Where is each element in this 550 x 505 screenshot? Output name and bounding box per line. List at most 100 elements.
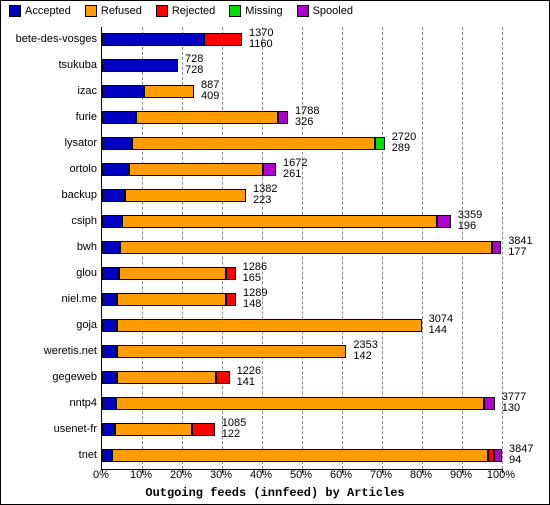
category-label: furie [2, 111, 97, 124]
bar-segment [102, 33, 204, 46]
value-bottom: 141 [237, 377, 261, 388]
chart-container: Accepted Refused Rejected Missing Spooled be… [0, 0, 550, 505]
x-tick-label: 30% [210, 469, 232, 481]
legend-swatch [297, 5, 309, 17]
legend-item: Rejected [156, 5, 215, 17]
value-bottom: 142 [353, 351, 377, 362]
stacked-bar [102, 293, 236, 306]
value-labels: 1788326 [295, 106, 319, 132]
bar-row: bwh3841177 [102, 235, 502, 261]
x-tick-label: 90% [450, 469, 472, 481]
value-labels: 2353142 [353, 340, 377, 366]
bar-segment [226, 293, 236, 306]
bar-segment [102, 59, 178, 72]
bar-segment [278, 111, 288, 124]
category-label: glou [2, 267, 97, 280]
bar-row: goja3074144 [102, 313, 502, 339]
x-axis-title: Outgoing feeds (innfeed) by Articles [1, 486, 549, 500]
bar-segment [375, 137, 385, 150]
bar-segment [102, 111, 136, 124]
bar-segment [102, 449, 112, 462]
value-labels: 384794 [509, 444, 533, 470]
x-tick-label: 20% [170, 469, 192, 481]
legend-item: Accepted [9, 5, 71, 17]
bar-segment [122, 215, 437, 228]
stacked-bar [102, 85, 194, 98]
legend-swatch [85, 5, 97, 17]
category-label: weretis.net [2, 345, 97, 358]
bar-segment [119, 267, 226, 280]
bar-segment [115, 423, 192, 436]
bar-segment [216, 371, 230, 384]
value-bottom: 165 [243, 273, 267, 284]
bar-segment [102, 241, 120, 254]
value-bottom: 130 [502, 403, 526, 414]
stacked-bar [102, 33, 242, 46]
value-labels: 3359196 [458, 210, 482, 236]
bar-segment [117, 345, 347, 358]
category-label: bete-des-vosges [2, 33, 97, 46]
value-labels: 1382223 [253, 184, 277, 210]
category-label: gegeweb [2, 371, 97, 384]
category-label: bwh [2, 241, 97, 254]
bar-segment [437, 215, 451, 228]
bar-segment [102, 397, 116, 410]
bar-segment [102, 267, 119, 280]
bar-row: furie1788326 [102, 105, 502, 131]
bar-segment [102, 423, 115, 436]
x-tick-label: 0% [93, 469, 109, 481]
bar-segment [102, 371, 117, 384]
bar-row: ortolo1672261 [102, 157, 502, 183]
legend-label: Accepted [25, 5, 71, 17]
value-labels: 1286165 [243, 262, 267, 288]
stacked-bar [102, 189, 246, 202]
bar-row: csiph3359196 [102, 209, 502, 235]
stacked-bar [102, 111, 288, 124]
bar-segment [144, 85, 194, 98]
x-tick-label: 80% [410, 469, 432, 481]
bar-row: backup1382223 [102, 183, 502, 209]
value-labels: 1226141 [237, 366, 261, 392]
stacked-bar [102, 59, 178, 72]
value-bottom: 144 [429, 325, 453, 336]
value-bottom: 1160 [249, 39, 273, 50]
bar-segment [488, 449, 495, 462]
bar-row: tsukuba728728 [102, 53, 502, 79]
category-label: tnet [2, 449, 97, 462]
legend-item: Spooled [297, 5, 353, 17]
legend-label: Spooled [313, 5, 353, 17]
legend-item: Refused [85, 5, 142, 17]
bar-row: niel.me1289148 [102, 287, 502, 313]
bar-segment [204, 33, 242, 46]
bar-segment [102, 293, 117, 306]
bar-segment [494, 449, 502, 462]
stacked-bar [102, 319, 422, 332]
stacked-bar [102, 449, 502, 462]
x-tick-label: 50% [290, 469, 312, 481]
bar-segment [102, 189, 125, 202]
bar-segment [226, 267, 236, 280]
bar-segment [492, 241, 501, 254]
stacked-bar [102, 137, 385, 150]
value-bottom: 196 [458, 221, 482, 232]
category-label: ortolo [2, 163, 97, 176]
bar-segment [116, 397, 485, 410]
value-labels: 1672261 [283, 158, 307, 184]
value-labels: 1289148 [243, 288, 267, 314]
x-tick-label: 70% [370, 469, 392, 481]
value-bottom: 728 [185, 65, 203, 76]
value-labels: 3841177 [508, 236, 532, 262]
value-labels: 2720289 [392, 132, 416, 158]
legend-swatch [229, 5, 241, 17]
bar-segment [125, 189, 245, 202]
stacked-bar [102, 163, 276, 176]
value-bottom: 122 [222, 429, 246, 440]
legend-item: Missing [229, 5, 282, 17]
value-labels: 1085122 [222, 418, 246, 444]
value-bottom: 326 [295, 117, 319, 128]
value-bottom: 177 [508, 247, 532, 258]
category-label: usenet-fr [2, 423, 97, 436]
category-label: tsukuba [2, 59, 97, 72]
legend: Accepted Refused Rejected Missing Spooled [1, 1, 549, 19]
value-bottom: 223 [253, 195, 277, 206]
